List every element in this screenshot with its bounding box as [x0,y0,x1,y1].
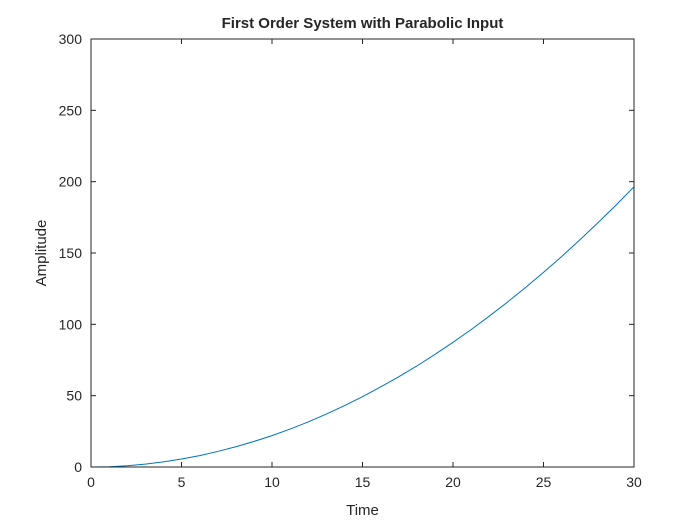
x-tick-label: 10 [264,474,280,490]
y-tick-label: 300 [59,31,83,47]
x-tick-label: 20 [445,474,461,490]
y-tick-label: 100 [59,316,83,332]
x-tick-label: 30 [626,474,642,490]
y-tick-label: 50 [66,388,82,404]
x-axis-label: Time [346,502,379,519]
x-tick-label: 15 [355,474,371,490]
y-tick-label: 150 [59,245,83,261]
series-line [90,186,635,468]
x-tick-label: 5 [178,474,186,490]
y-axis-label: Amplitude [33,220,50,287]
y-tick-label: 0 [74,459,82,475]
y-tick-label: 250 [59,102,83,118]
x-tick-label: 25 [536,474,552,490]
x-tick-label: 0 [87,474,95,490]
y-tick-label: 200 [59,174,83,190]
chart-title: First Order System with Parabolic Input [222,15,504,32]
plot-area-box [90,38,635,468]
plot-area-background [91,39,634,467]
